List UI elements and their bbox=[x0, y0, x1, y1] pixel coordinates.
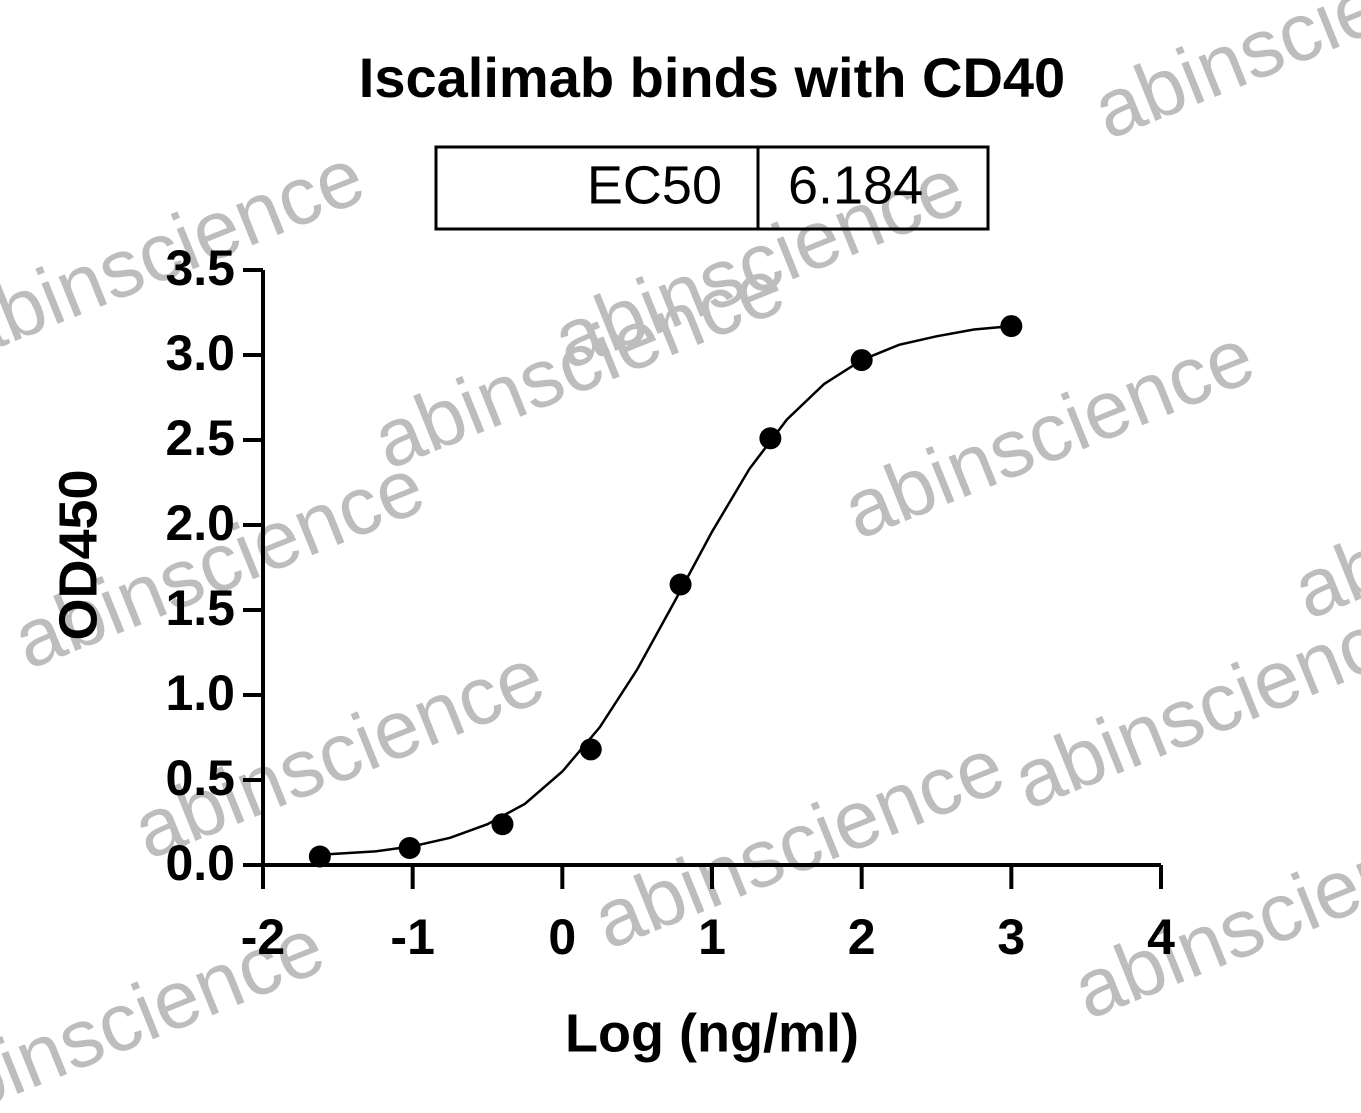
x-tick-label: 4 bbox=[1147, 909, 1175, 965]
data-point bbox=[491, 813, 514, 836]
ec50-box bbox=[434, 145, 990, 231]
y-tick-label: 2.5 bbox=[165, 410, 235, 466]
y-tick-label: 1.0 bbox=[165, 665, 235, 721]
y-tick-label: 3.5 bbox=[165, 240, 235, 296]
chart-title: Iscalimab binds with CD40 bbox=[359, 46, 1065, 109]
y-axis-label: OD450 bbox=[48, 469, 108, 640]
data-point bbox=[308, 845, 331, 868]
fit-curve bbox=[319, 324, 1012, 857]
data-point bbox=[759, 427, 782, 450]
x-tick-label: 2 bbox=[848, 909, 876, 965]
watermark: abinscience bbox=[1061, 790, 1361, 1037]
watermark: abinscience bbox=[0, 900, 336, 1113]
x-tick-label: -2 bbox=[241, 909, 285, 965]
data-point bbox=[669, 573, 692, 596]
x-axis-label: Log (ng/ml) bbox=[565, 1003, 859, 1063]
watermark: abinscience bbox=[581, 720, 1017, 967]
y-tick-label: 0.0 bbox=[165, 835, 235, 891]
y-tick-label: 0.5 bbox=[165, 750, 235, 806]
data-point bbox=[579, 738, 602, 761]
x-tick-label: 3 bbox=[997, 909, 1025, 965]
data-point bbox=[398, 837, 421, 859]
x-tick-label: -1 bbox=[390, 909, 434, 965]
watermark: abinscience bbox=[1281, 390, 1361, 637]
data-point bbox=[1000, 315, 1023, 338]
y-tick-label: 3.0 bbox=[165, 325, 235, 381]
ec50-label: EC50 bbox=[587, 155, 722, 215]
x-tick-label: 0 bbox=[548, 909, 576, 965]
y-tick-label: 1.5 bbox=[165, 580, 235, 636]
y-tick-label: 2.0 bbox=[165, 495, 235, 551]
watermark: abinscience bbox=[1081, 0, 1361, 157]
ec50-value: 6.184 bbox=[788, 155, 923, 215]
data-point bbox=[850, 349, 873, 372]
x-tick-label: 1 bbox=[698, 909, 726, 965]
